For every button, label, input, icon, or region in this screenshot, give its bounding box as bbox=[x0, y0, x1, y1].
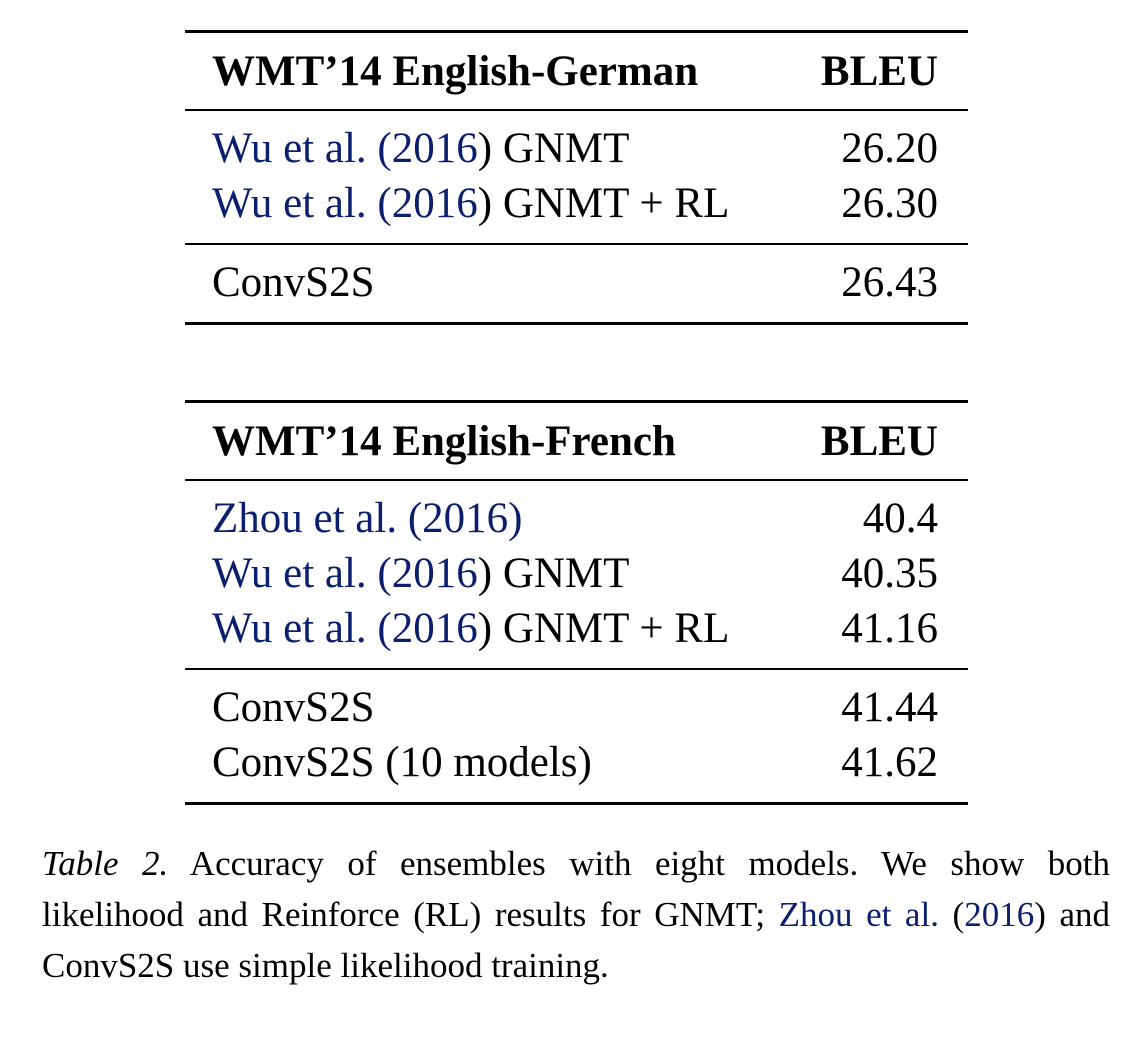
mid-rule bbox=[185, 479, 968, 481]
table-header: WMT’14 English-German BLEU bbox=[185, 33, 968, 109]
citation-close: ) bbox=[477, 180, 493, 227]
row-label: Wu et al. (2016) GNMT bbox=[212, 546, 629, 601]
citation-close: ) bbox=[477, 550, 493, 597]
citation-close: ) bbox=[477, 125, 493, 172]
citation-year[interactable]: 2016 bbox=[391, 125, 478, 172]
bleu-value: 41.16 bbox=[841, 605, 938, 652]
bleu-value: 26.20 bbox=[841, 125, 938, 172]
model-suffix: GNMT bbox=[492, 550, 630, 597]
citation-author[interactable]: Zhou et al. bbox=[778, 895, 939, 934]
citation-author[interactable]: Wu et al. ( bbox=[212, 125, 392, 172]
model-suffix: GNMT bbox=[492, 125, 630, 172]
citation-year[interactable]: 2016 bbox=[391, 180, 478, 227]
citation-close: ) bbox=[477, 605, 493, 652]
caption-text: ) and ConvS2S use simple likelihood trai… bbox=[42, 895, 1110, 985]
citation-year[interactable]: 2016 bbox=[964, 895, 1035, 934]
bottom-rule bbox=[185, 322, 968, 325]
table-row: Wu et al. (2016) GNMT 26.20 bbox=[185, 111, 968, 176]
model-name: ConvS2S bbox=[212, 684, 375, 731]
citation-author[interactable]: Wu et al. ( bbox=[212, 550, 392, 597]
citation-author[interactable]: Wu et al. ( bbox=[212, 180, 392, 227]
citation-close: ) bbox=[508, 495, 523, 542]
table-row: Wu et al. (2016) GNMT + RL 26.30 bbox=[185, 176, 968, 243]
citation-author[interactable]: Wu et al. ( bbox=[212, 605, 392, 652]
bleu-value: 40.4 bbox=[862, 495, 938, 542]
table-row: Wu et al. (2016) GNMT + RL 41.16 bbox=[185, 601, 968, 668]
caption-text: ( bbox=[938, 895, 965, 934]
citation-author[interactable]: Zhou et al. ( bbox=[212, 495, 423, 542]
caption-label: Table 2. bbox=[42, 844, 169, 883]
mid-rule bbox=[185, 109, 968, 111]
citation-year[interactable]: 2016 bbox=[391, 605, 478, 652]
dataset-header: WMT’14 English-German bbox=[212, 48, 699, 95]
metric-header: BLEU bbox=[820, 48, 938, 95]
row-label: Wu et al. (2016) GNMT + RL bbox=[212, 601, 729, 656]
table-row: ConvS2S 41.44 bbox=[185, 670, 968, 735]
citation-year[interactable]: 2016 bbox=[422, 495, 509, 542]
row-label: Wu et al. (2016) GNMT + RL bbox=[212, 176, 729, 231]
bleu-value: 26.30 bbox=[841, 180, 938, 227]
citation-year[interactable]: 2016 bbox=[391, 550, 478, 597]
model-name: ConvS2S (10 models) bbox=[212, 739, 592, 786]
model-suffix: GNMT + RL bbox=[492, 605, 730, 652]
caption-text: Accuracy of ensembles with eight models.… bbox=[42, 844, 1110, 934]
dataset-header: WMT’14 English-French bbox=[212, 418, 676, 465]
mid-rule bbox=[185, 243, 968, 245]
table-row: Wu et al. (2016) GNMT 40.35 bbox=[185, 546, 968, 601]
top-rule bbox=[185, 400, 968, 403]
table-en-de: WMT’14 English-German BLEU Wu et al. (20… bbox=[185, 30, 968, 325]
table-caption: Table 2. Accuracy of ensembles with eigh… bbox=[42, 838, 1110, 991]
table-row: ConvS2S (10 models) 41.62 bbox=[185, 735, 968, 802]
model-name: ConvS2S bbox=[212, 259, 375, 306]
row-label: Wu et al. (2016) GNMT bbox=[212, 121, 629, 176]
bottom-rule bbox=[185, 802, 968, 805]
table-header: WMT’14 English-French BLEU bbox=[185, 403, 968, 479]
bleu-value: 41.44 bbox=[841, 684, 938, 731]
mid-rule bbox=[185, 668, 968, 670]
model-suffix: GNMT + RL bbox=[492, 180, 730, 227]
bleu-value: 26.43 bbox=[841, 259, 938, 306]
table-row: ConvS2S 26.43 bbox=[185, 245, 968, 322]
bleu-value: 41.62 bbox=[841, 739, 938, 786]
table-en-fr: WMT’14 English-French BLEU Zhou et al. (… bbox=[185, 400, 968, 805]
bleu-value: 40.35 bbox=[841, 550, 938, 597]
top-rule bbox=[185, 30, 968, 33]
metric-header: BLEU bbox=[820, 418, 938, 465]
table-row: Zhou et al. (2016) 40.4 bbox=[185, 481, 968, 546]
row-label: Zhou et al. (2016) bbox=[212, 491, 522, 546]
